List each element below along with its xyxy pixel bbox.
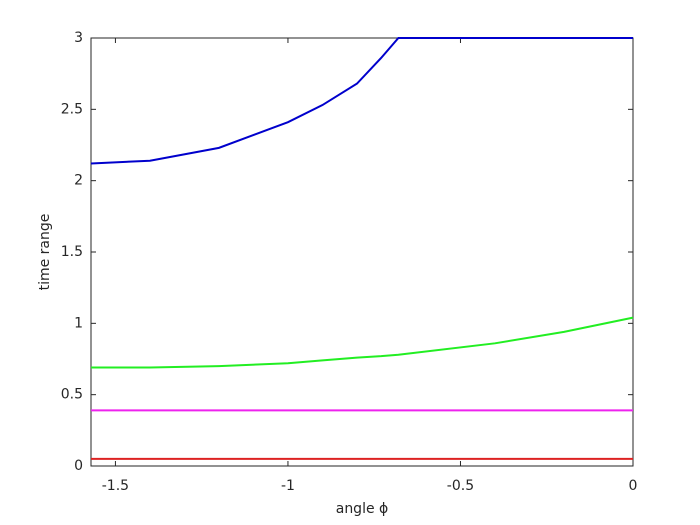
x-tick-label: 0	[629, 478, 638, 494]
y-tick-label: 1	[74, 315, 83, 331]
x-axis-label: angle ϕ	[336, 501, 389, 517]
y-tick-label: 1.5	[61, 244, 83, 260]
line-series	[91, 316, 634, 369]
y-tick-label: 3	[74, 30, 83, 46]
y-tick-label: 0	[74, 458, 83, 474]
y-tick-label: 0.5	[61, 387, 83, 403]
x-tick-label: -1	[281, 478, 295, 494]
line-series	[90, 37, 633, 165]
x-tick-label: -1.5	[102, 478, 129, 494]
y-tick-label: 2	[74, 173, 83, 189]
y-axis-label: time range	[37, 214, 53, 291]
x-tick-label: -0.5	[447, 478, 474, 494]
axes-box	[90, 37, 634, 467]
y-tick-label: 2.5	[61, 101, 83, 117]
